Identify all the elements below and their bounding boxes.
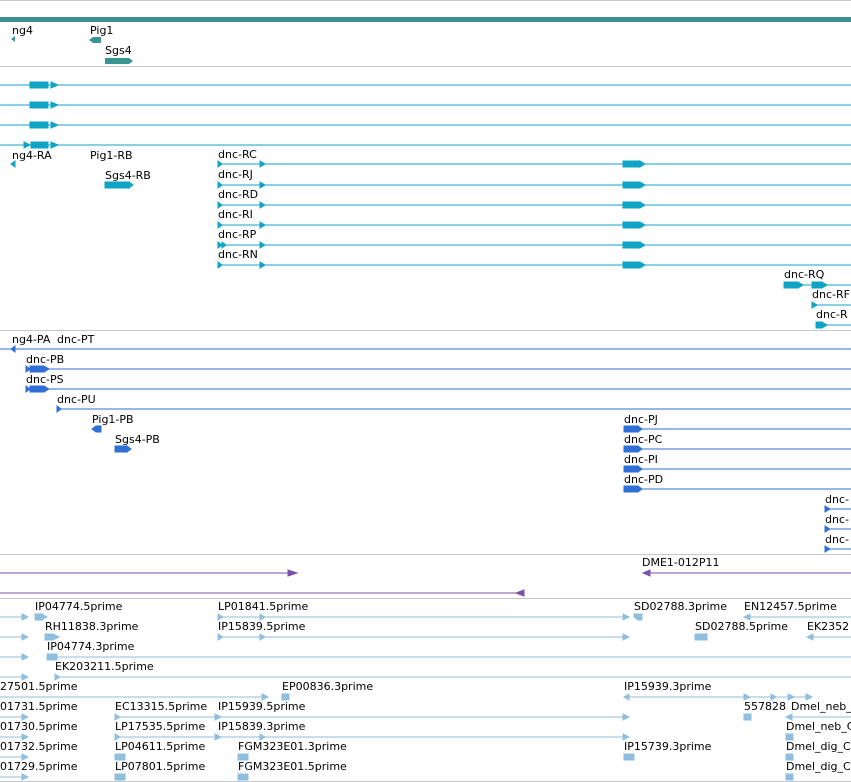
- est-label[interactable]: RH11838.3prime: [45, 620, 139, 633]
- protein-label-dnc-pu[interactable]: dnc-PU: [57, 393, 96, 406]
- gene-pig1: [89, 37, 101, 43]
- transcript-label-dnc-rp[interactable]: dnc-RP: [218, 228, 257, 241]
- gene-label-sgs4[interactable]: Sgs4: [105, 44, 132, 57]
- est-label[interactable]: EC13315.5prime: [115, 700, 208, 713]
- ruler-bar: [0, 0, 851, 1]
- gene-features: [11, 36, 133, 64]
- est-label[interactable]: Dmel_dig_C: [786, 760, 851, 773]
- est-label[interactable]: EK2352: [807, 620, 850, 633]
- transcript-label-dnc-rq[interactable]: dnc-RQ: [784, 268, 825, 281]
- scale-bar: [0, 17, 851, 22]
- protein-label-pig1-pb[interactable]: Pig1-PB: [92, 413, 134, 426]
- transcript-label-dnc-rd[interactable]: dnc-RD: [218, 188, 259, 201]
- clone-features: [0, 569, 851, 597]
- est-label[interactable]: IP04774.3prime: [47, 640, 135, 653]
- transcript-label-dnc-rf[interactable]: dnc-RF: [812, 288, 850, 301]
- est-label[interactable]: SD02788.5prime: [695, 620, 788, 633]
- protein-label-dnc-pt[interactable]: dnc-PT: [57, 333, 95, 346]
- est-label[interactable]: IP15939.5prime: [218, 700, 306, 713]
- transcript-label-dnc-ri[interactable]: dnc-RI: [218, 208, 253, 221]
- transcript-label-pig1-rb[interactable]: Pig1-RB: [90, 149, 133, 162]
- est-label[interactable]: LP01841.5prime: [218, 600, 309, 613]
- transcript-label-dnc-rc[interactable]: dnc-RC: [218, 148, 257, 161]
- protein-label-dnc-pc[interactable]: dnc-PC: [624, 433, 663, 446]
- protein-label-ng4-pa[interactable]: ng4-PA: [12, 333, 51, 346]
- transcript-label-ng4-ra[interactable]: ng4-RA: [12, 149, 52, 162]
- protein-label-sgs4-pb[interactable]: Sgs4-PB: [115, 433, 160, 446]
- est-label[interactable]: 557828: [744, 700, 786, 713]
- protein-label-dnc-2[interactable]: dnc-: [825, 513, 849, 526]
- protein-label-dnc-pb[interactable]: dnc-PB: [26, 353, 65, 366]
- est-label[interactable]: Dmel_neb_C: [786, 720, 851, 733]
- protein-label-dnc-pi[interactable]: dnc-PI: [624, 453, 658, 466]
- est-label[interactable]: Dmel_neb_: [791, 700, 851, 713]
- transcript-features: [0, 81, 851, 329]
- est-label[interactable]: 01731.5prime: [0, 700, 78, 713]
- protein-label-dnc-pd[interactable]: dnc-PD: [624, 473, 664, 486]
- est-label[interactable]: 01729.5prime: [0, 760, 78, 773]
- est-label[interactable]: 01730.5prime: [0, 720, 78, 733]
- transcript-label-dnc-r[interactable]: dnc-R: [816, 308, 848, 321]
- track-divider: [0, 330, 851, 331]
- est-label[interactable]: LP17535.5prime: [115, 720, 206, 733]
- track-divider: [0, 66, 851, 67]
- est-label[interactable]: EN12457.5prime: [744, 600, 837, 613]
- protein-label-dnc-ps[interactable]: dnc-PS: [26, 373, 64, 386]
- est-label[interactable]: LP07801.5prime: [115, 760, 206, 773]
- est-label[interactable]: FGM323E01.5prime: [238, 760, 347, 773]
- est-label[interactable]: IP04774.5prime: [35, 600, 123, 613]
- est-label[interactable]: Dmel_dig_C: [786, 740, 851, 753]
- protein-features: [0, 345, 851, 553]
- est-label[interactable]: EP00836.3prime: [282, 680, 374, 693]
- gene-sgs4: [105, 58, 129, 64]
- est-label[interactable]: IP15739.3prime: [624, 740, 712, 753]
- gene-label-ng4[interactable]: ng4: [12, 24, 33, 37]
- est-label[interactable]: IP15839.5prime: [218, 620, 306, 633]
- transcript-label-dnc-rn[interactable]: dnc-RN: [218, 248, 258, 261]
- est-label[interactable]: EK203211.5prime: [55, 660, 154, 673]
- gene-label-pig1[interactable]: Pig1: [90, 24, 114, 37]
- est-label[interactable]: 01732.5prime: [0, 740, 78, 753]
- est-label[interactable]: IP15839.3prime: [218, 720, 306, 733]
- clone-label-dme1-012p11[interactable]: DME1-012P11: [642, 556, 720, 569]
- track-divider: [0, 598, 851, 599]
- gene-ng4: [11, 36, 15, 42]
- est-label[interactable]: FGM323E01.3prime: [238, 740, 347, 753]
- track-divider: [0, 554, 851, 555]
- transcript-label-dnc-rj[interactable]: dnc-RJ: [218, 168, 253, 181]
- est-label[interactable]: LP04611.5prime: [115, 740, 206, 753]
- est-label[interactable]: SD02788.3prime: [634, 600, 727, 613]
- est-label[interactable]: IP15939.3prime: [624, 680, 712, 693]
- protein-label-dnc-3[interactable]: dnc-: [825, 533, 849, 546]
- transcript-label-sgs4-rb[interactable]: Sgs4-RB: [105, 169, 151, 182]
- protein-label-dnc-1[interactable]: dnc-: [825, 493, 849, 506]
- protein-label-dnc-pj[interactable]: dnc-PJ: [624, 413, 658, 426]
- est-label[interactable]: 27501.5prime: [0, 680, 78, 693]
